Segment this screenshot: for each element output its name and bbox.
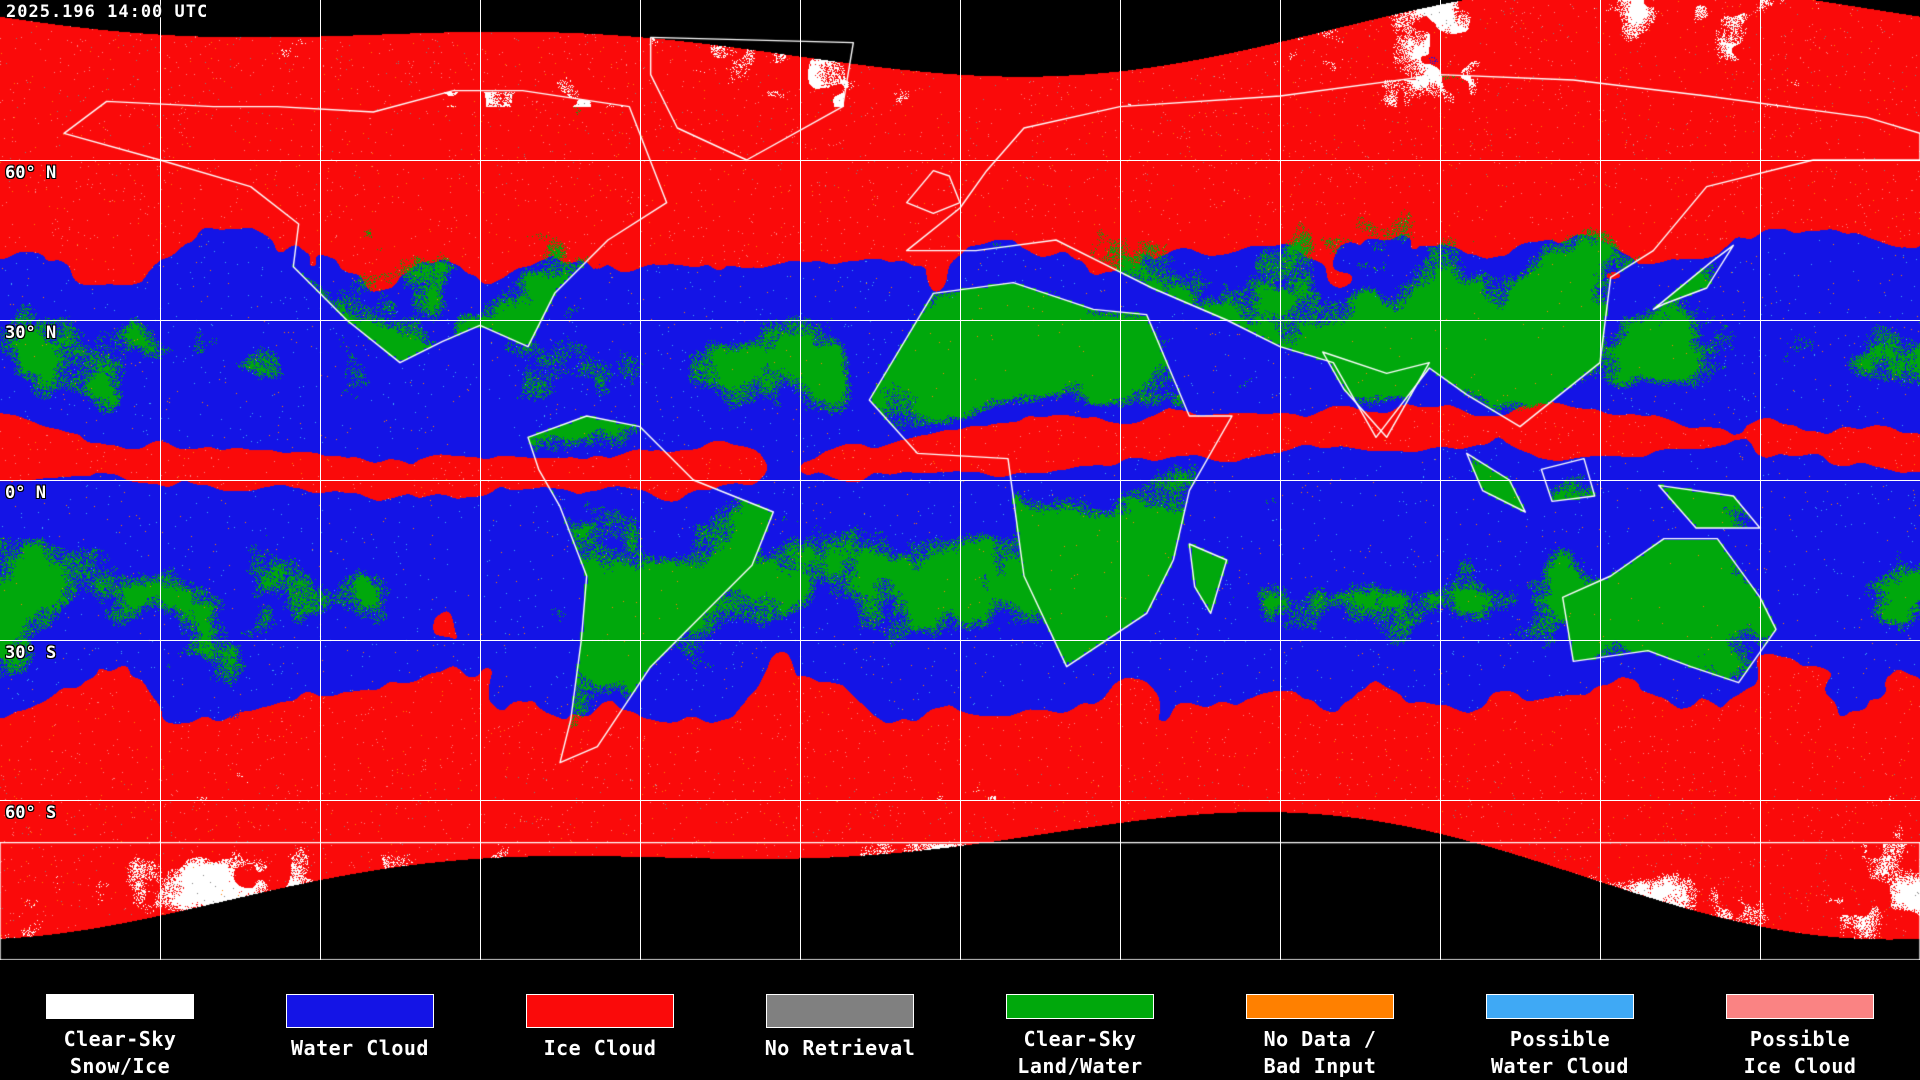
- legend-swatch: [1006, 994, 1154, 1019]
- latitude-label-1: 30° N: [5, 323, 57, 343]
- legend-item-2: Ice Cloud: [480, 960, 720, 1080]
- legend-item-4: Clear-Sky Land/Water: [960, 960, 1200, 1080]
- longitude-gridline: [960, 0, 961, 960]
- longitude-gridline: [1760, 0, 1761, 960]
- legend-swatch: [286, 994, 434, 1028]
- longitude-gridline: [320, 0, 321, 960]
- legend-item-1: Water Cloud: [240, 960, 480, 1080]
- timestamp-label: 2025.196 14:00 UTC: [6, 2, 209, 22]
- legend-label: Water Cloud: [291, 1035, 429, 1062]
- latitude-label-4: 60° S: [5, 803, 57, 823]
- legend-item-3: No Retrieval: [720, 960, 960, 1080]
- legend-label-line2: Ice Cloud: [1743, 1054, 1857, 1078]
- legend-item-6: Possible Water Cloud: [1440, 960, 1680, 1080]
- legend-item-7: Possible Ice Cloud: [1680, 960, 1920, 1080]
- legend-swatch: [1486, 994, 1634, 1019]
- legend-swatch: [526, 994, 674, 1028]
- legend-swatch: [766, 994, 914, 1028]
- latitude-label-2: 0° N: [5, 483, 46, 503]
- latitude-label-3: 30° S: [5, 643, 57, 663]
- legend-label: Clear-Sky Snow/Ice: [64, 1026, 177, 1080]
- legend-item-0: Clear-Sky Snow/Ice: [0, 960, 240, 1080]
- legend-label-line2: Land/Water: [1017, 1054, 1143, 1078]
- longitude-gridline: [640, 0, 641, 960]
- legend-bar: Clear-Sky Snow/Ice Water Cloud Ice Cloud No …: [0, 960, 1920, 1080]
- legend-label: Possible Ice Cloud: [1744, 1026, 1857, 1080]
- longitude-gridline: [800, 0, 801, 960]
- legend-label: Clear-Sky Land/Water: [1017, 1026, 1142, 1080]
- longitude-gridline: [160, 0, 161, 960]
- legend-label-line1: Possible: [1749, 1027, 1851, 1051]
- legend-swatch: [1726, 994, 1874, 1019]
- legend-swatch: [46, 994, 194, 1019]
- legend-label-line2: Snow/Ice: [69, 1054, 171, 1078]
- legend-swatch: [1246, 994, 1394, 1019]
- legend-label-line1: Water Cloud: [291, 1036, 429, 1060]
- legend-label: No Retrieval: [765, 1035, 916, 1062]
- legend-label-line1: Ice Cloud: [543, 1036, 657, 1060]
- legend-label-line2: Bad Input: [1263, 1054, 1377, 1078]
- longitude-gridline: [1600, 0, 1601, 960]
- legend-label-line1: Possible: [1509, 1027, 1611, 1051]
- longitude-gridline: [1280, 0, 1281, 960]
- legend-label-line1: Clear-Sky: [1023, 1027, 1137, 1051]
- legend-label: Possible Water Cloud: [1491, 1026, 1629, 1080]
- legend-label-line1: No Retrieval: [764, 1036, 916, 1060]
- longitude-gridline: [1120, 0, 1121, 960]
- legend-label: No Data / Bad Input: [1264, 1026, 1377, 1080]
- map-panel[interactable]: 2025.196 14:00 UTC 60° N 30° N 0° N 30° S 60…: [0, 0, 1920, 960]
- longitude-gridline: [480, 0, 481, 960]
- legend-item-5: No Data / Bad Input: [1200, 960, 1440, 1080]
- legend-label: Ice Cloud: [544, 1035, 657, 1062]
- legend-label-line1: Clear-Sky: [63, 1027, 177, 1051]
- legend-label-line1: No Data /: [1263, 1027, 1377, 1051]
- latitude-label-0: 60° N: [5, 163, 57, 183]
- longitude-gridline: [1440, 0, 1441, 960]
- legend-label-line2: Water Cloud: [1491, 1054, 1629, 1078]
